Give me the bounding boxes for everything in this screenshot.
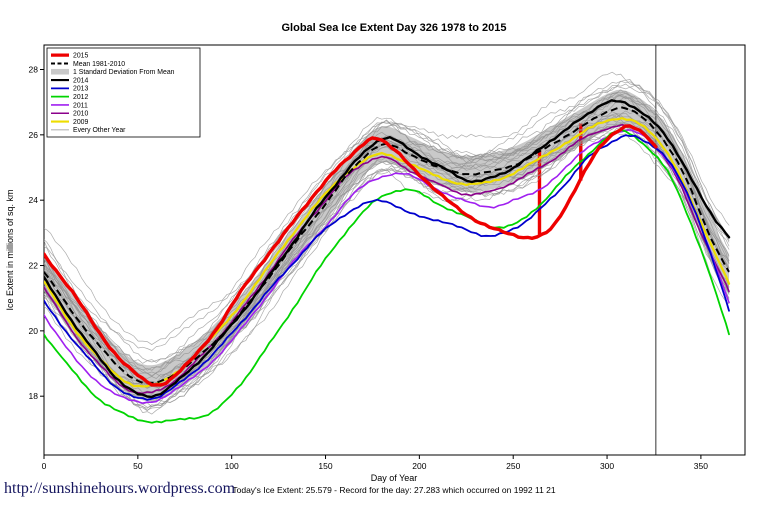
x-tick-label: 100: [225, 461, 239, 471]
legend-label: Mean 1981-2010: [73, 61, 125, 68]
x-tick-label: 250: [506, 461, 520, 471]
x-tick-label: 200: [412, 461, 426, 471]
x-tick-label: 150: [318, 461, 332, 471]
x-tick-label: 350: [694, 461, 708, 471]
y-tick-label: 24: [29, 195, 39, 205]
x-tick-label: 50: [133, 461, 143, 471]
x-axis-title: Day of Year: [371, 473, 418, 483]
y-tick-label: 18: [29, 391, 39, 401]
background-year-line: [44, 92, 730, 377]
series-2015-line: [44, 124, 658, 387]
series-2014-line: [44, 99, 731, 399]
legend-label: 2011: [73, 102, 88, 109]
background-year-line: [44, 127, 730, 411]
x-tick-label: 300: [600, 461, 614, 471]
background-year-line: [44, 123, 730, 408]
y-tick-label: 26: [29, 130, 39, 140]
legend-label: 1 Standard Deviation From Mean: [73, 69, 175, 76]
series-2013-line: [44, 134, 730, 401]
background-year-line: [44, 123, 730, 408]
y-tick-label: 28: [29, 65, 39, 75]
background-year-line: [44, 119, 730, 397]
legend-label: Every Other Year: [73, 127, 126, 134]
y-axis-title: Ice Extent in millions of sq. km: [5, 189, 15, 310]
background-year-line: [44, 96, 730, 364]
legend-label: 2010: [73, 111, 88, 118]
status-line: Today's Ice Extent: 25.579 - Record for …: [232, 485, 556, 495]
blog-link[interactable]: http://sunshinehours.wordpress.com: [4, 480, 236, 497]
legend-label: 2013: [73, 86, 88, 93]
series-2010-line: [44, 123, 730, 395]
background-year-line: [44, 92, 730, 377]
plot-area: 0 50 100 150 200 250 300 350 18 20 22 24 26 28 2015 Mea…: [29, 44, 746, 471]
background-year-line: [44, 71, 730, 371]
background-year-line: [44, 79, 730, 345]
legend-label: 2012: [73, 94, 88, 101]
y-tick-label: 22: [29, 261, 39, 271]
background-year-line: [44, 90, 730, 383]
legend-label: 2014: [73, 77, 88, 84]
y-tick-label: 20: [29, 326, 39, 336]
legend-box: [46, 47, 201, 138]
legend-label: 2009: [73, 119, 88, 126]
chart-title: Global Sea Ice Extent Day 326 1978 to 20…: [281, 22, 506, 34]
legend-swatch-band: [51, 68, 69, 75]
background-year-line: [44, 89, 730, 351]
legend-label: 2015: [73, 52, 88, 59]
x-tick-label: 0: [42, 461, 47, 471]
background-year-line: [44, 120, 730, 403]
plot-frame: [43, 44, 746, 456]
